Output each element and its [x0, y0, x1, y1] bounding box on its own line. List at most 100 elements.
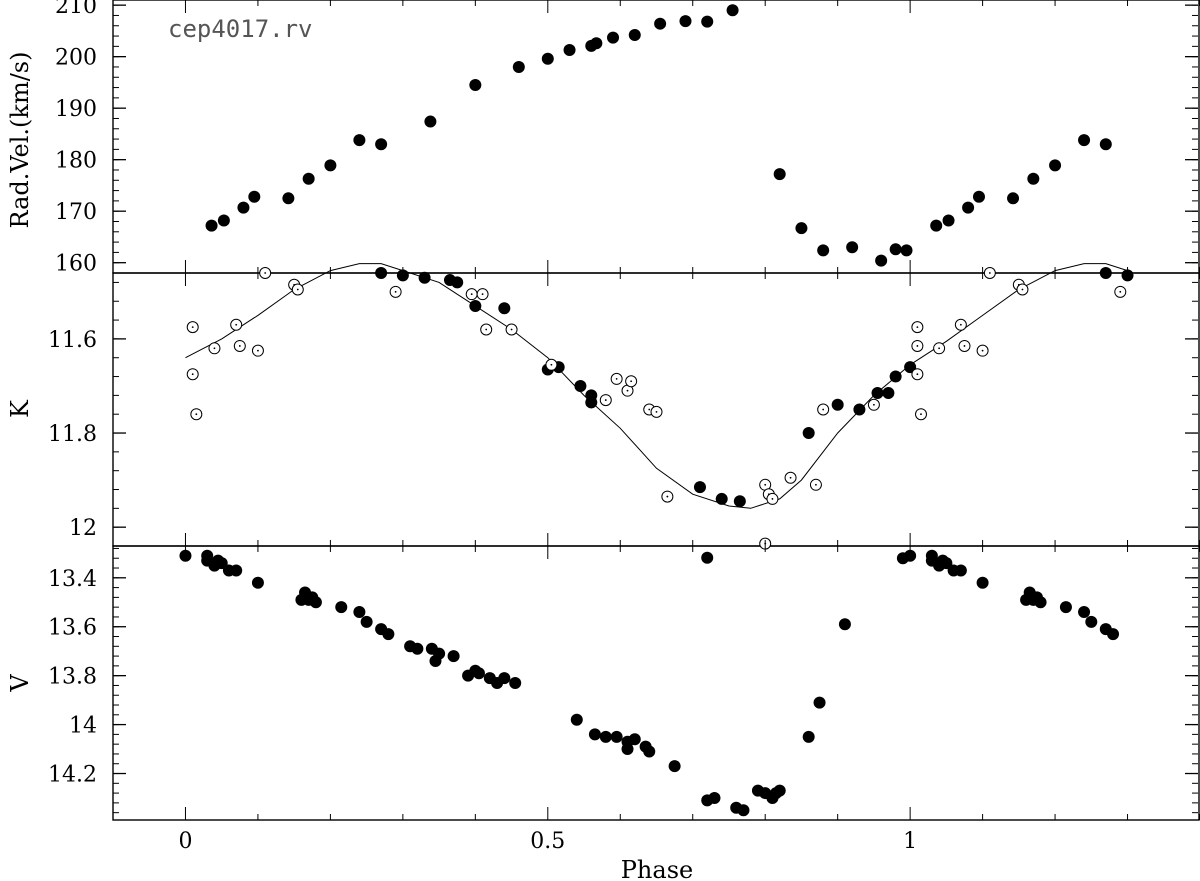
rv-data-point [900, 244, 913, 257]
x-tick-label: 0 [178, 829, 192, 854]
K-data-point [733, 495, 746, 508]
K-data-point [498, 302, 511, 315]
V-data-point [447, 650, 460, 663]
rv-data-point [817, 244, 830, 257]
V-data-point [621, 743, 634, 756]
rv-ytick-label: 160 [55, 252, 97, 277]
V-data-point [940, 557, 953, 570]
V-data-point [472, 667, 485, 680]
V-ytick-label: 13.8 [48, 665, 97, 690]
K-open-point-dot [238, 345, 241, 347]
V-data-point [838, 618, 851, 631]
K-data-point [701, 551, 714, 564]
rv-data-point [846, 241, 859, 254]
rv-data-point [424, 115, 437, 128]
V-data-point [976, 576, 989, 589]
K-open-point-dot [191, 373, 194, 376]
K-open-point-dot [470, 293, 473, 296]
K-open-point-dot [257, 349, 259, 352]
V-data-point [643, 745, 656, 758]
rv-data-point [541, 52, 554, 65]
rv-ytick-label: 210 [55, 0, 97, 19]
K-open-point-dot [615, 378, 618, 380]
V-data-point [737, 804, 750, 817]
V-data-point [335, 601, 348, 614]
K-data-point [882, 387, 895, 400]
rv-data-point [607, 31, 620, 44]
V-data-point [309, 596, 322, 609]
K-open-point-dot [764, 483, 767, 486]
K-data-point [853, 403, 866, 416]
K-open-point-dot [1021, 288, 1024, 291]
K-data-point [871, 387, 884, 400]
K-open-point-dot [822, 408, 825, 411]
K-open-point-dot [916, 373, 919, 376]
V-ytick-label: 13.6 [48, 616, 97, 641]
rv-data-point [795, 222, 808, 235]
rv-data-point [1007, 192, 1020, 205]
K-data-point [418, 271, 431, 284]
K-open-point-dot [938, 347, 941, 350]
K-open-point-dot [988, 272, 991, 274]
rv-data-point [889, 243, 902, 256]
rv-ylabel: Rad.Vel.(km/s) [6, 52, 34, 229]
V-data-point [588, 728, 601, 741]
rv-data-point [726, 4, 739, 17]
rv-ytick-label: 170 [55, 200, 97, 225]
x-axis-title: Phase [621, 856, 693, 881]
K-data-point [715, 492, 728, 505]
K-open-point-dot [916, 345, 919, 347]
K-open-point-dot [916, 326, 919, 329]
V-ytick-label: 14 [69, 714, 97, 739]
rv-data-point [590, 37, 603, 50]
axis-labels: cep4017.rv Rad.Vel.(km/s) K V Phase [6, 15, 693, 881]
rv-data-point [942, 214, 955, 227]
rv-data-point [1099, 138, 1112, 151]
K-open-point-dot [963, 345, 966, 347]
K-open-point-dot [815, 483, 817, 486]
K-data-point [469, 299, 482, 312]
v-ylabel: V [6, 674, 34, 693]
K-open-point-dot [510, 328, 513, 331]
K-open-point-dot [394, 290, 397, 293]
K-open-point-dot [264, 272, 267, 274]
K-open-point-dot [959, 323, 962, 326]
V-data-point [230, 564, 243, 577]
V-data-point [215, 557, 228, 570]
V-data-point [353, 606, 366, 619]
rv-data-point [930, 219, 943, 232]
K-open-point-dot [550, 363, 553, 366]
K-open-point-dot [789, 476, 792, 479]
K-open-point-dot [873, 403, 875, 406]
x-tick-label: 0.5 [530, 829, 565, 854]
K-data-point [889, 370, 902, 383]
V-panel-frame [112, 545, 1200, 821]
K-open-point-dot [626, 389, 629, 392]
rv-ytick-label: 190 [55, 97, 97, 122]
V-data-point [360, 615, 373, 628]
V-data-point [628, 733, 641, 746]
K-open-point-dot [604, 399, 607, 401]
rv-data-point [353, 134, 366, 147]
rv-data-point [302, 172, 315, 185]
V-ytick-label: 13.4 [48, 567, 97, 592]
V-data-point [1034, 596, 1047, 609]
K-open-point-dot [213, 347, 216, 350]
rv-data-point [1078, 134, 1091, 147]
V-data-point [813, 696, 826, 709]
rv-data-point [773, 168, 786, 181]
rv-data-point [248, 190, 261, 203]
V-ytick-label: 14.2 [48, 763, 97, 788]
rv-data-point [962, 201, 975, 214]
K-fit-curve [185, 263, 1128, 509]
V-data-point [708, 791, 721, 804]
V-data-point [802, 730, 815, 743]
V-data-point [1107, 628, 1120, 641]
rv-data-point [628, 29, 641, 42]
K-open-point-dot [981, 349, 984, 352]
rv-data-point [469, 78, 482, 91]
rv-ytick-label: 180 [55, 149, 97, 174]
K-ytick-label: 11.6 [48, 328, 97, 353]
chart-annotation: cep4017.rv [168, 15, 313, 43]
